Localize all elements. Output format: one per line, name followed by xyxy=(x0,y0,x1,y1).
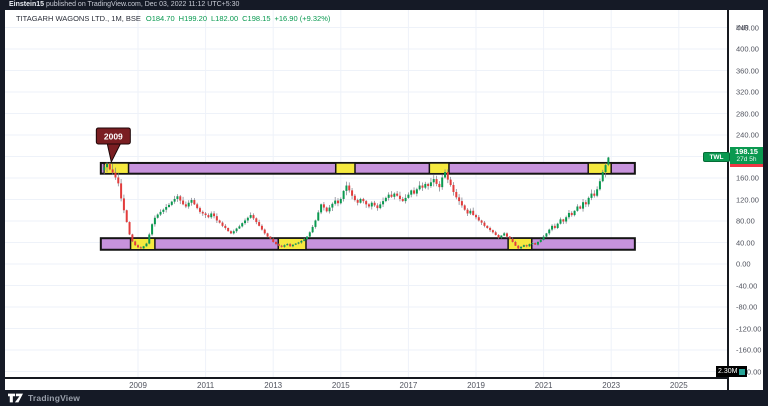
footer-bar: TradingView xyxy=(0,390,768,406)
time-scale[interactable]: 2009 2011 2013 2015 2017 2019 2021 2023 2025 xyxy=(5,379,727,392)
volume-swatch-icon xyxy=(739,368,746,375)
tradingview-logo-icon[interactable] xyxy=(8,393,23,403)
legend-value: C198.15 xyxy=(242,14,271,23)
publish-info-text: published on TradingView.com, Dec 03, 20… xyxy=(46,1,240,8)
volume-label: 2.30M xyxy=(716,366,748,377)
price-tick: 360.00 xyxy=(736,66,759,75)
price-tick: 160.00 xyxy=(736,173,759,183)
ticker-badge-text: TWL xyxy=(709,153,724,161)
legend-value: O184.70 xyxy=(145,14,175,23)
time-axis-border xyxy=(5,377,727,379)
year-tick: 2021 xyxy=(534,381,553,390)
price-tick: 0.00 xyxy=(736,259,751,269)
candlestick-chart[interactable]: 2009 xyxy=(5,10,727,377)
price-tick: 280.00 xyxy=(736,109,759,118)
year-tick: 2017 xyxy=(399,381,418,390)
legend-value: +16.90 (+9.32%) xyxy=(274,14,331,23)
price-tick: -80.00 xyxy=(736,302,758,312)
year-tick: 2025 xyxy=(669,381,688,390)
ticker-badge: TWL xyxy=(703,152,730,163)
price-tick: 120.00 xyxy=(736,195,759,204)
year-tick: 2009 xyxy=(129,381,147,390)
publisher-username: Einstein15 xyxy=(9,1,45,8)
price-tick: 440.00 xyxy=(736,23,759,32)
price-tick: -120.00 xyxy=(736,324,762,333)
price-axis-border xyxy=(727,10,729,390)
price-tick: 320.00 xyxy=(736,87,759,97)
legend-value: L182.00 xyxy=(211,14,239,23)
year-tick: 2011 xyxy=(196,381,215,390)
bar-countdown: 27d 5h xyxy=(736,156,757,164)
year-tick: 2015 xyxy=(331,381,350,390)
price-tick: 80.00 xyxy=(736,216,755,226)
currency-label: INR xyxy=(736,23,749,32)
callout-2009: 2009 xyxy=(104,131,123,141)
prev-price-label-strip xyxy=(730,164,763,168)
symbol-title: TITAGARH WAGONS LTD., 1M, BSE xyxy=(16,14,141,23)
brand-name[interactable]: TradingView xyxy=(28,393,81,403)
publish-info-bar: Einstein15 published on TradingView.com,… xyxy=(0,0,768,10)
year-tick: 2023 xyxy=(602,381,621,390)
chart-canvas[interactable]: 2009 xyxy=(5,10,727,377)
year-tick: 2019 xyxy=(467,381,485,390)
price-scale[interactable]: INR 440.00 400.00 360.00 320.00 280.00 240.00… xyxy=(729,10,763,377)
volume-value: 2.30M xyxy=(718,368,738,375)
symbol-legend[interactable]: TITAGARH WAGONS LTD., 1M, BSE O184.70 H19… xyxy=(16,14,334,23)
price-tick: -200.00 xyxy=(736,367,762,376)
ohlc-values: O184.70 H199.20 L182.00 C198.15 +16.90 (+9.3… xyxy=(146,14,335,23)
price-tick: 400.00 xyxy=(736,44,759,54)
price-tick: -160.00 xyxy=(736,345,762,355)
price-tick: 240.00 xyxy=(736,130,759,140)
chart-panel: TITAGARH WAGONS LTD., 1M, BSE O184.70 H19… xyxy=(5,10,763,390)
price-tick: -40.00 xyxy=(736,281,758,290)
last-price-value: 198.15 xyxy=(735,147,758,157)
year-tick: 2013 xyxy=(264,381,283,390)
price-tick: 40.00 xyxy=(736,238,755,247)
legend-value: H199.20 xyxy=(178,14,208,23)
last-price-label: 198.15 27d 5h xyxy=(730,147,763,168)
